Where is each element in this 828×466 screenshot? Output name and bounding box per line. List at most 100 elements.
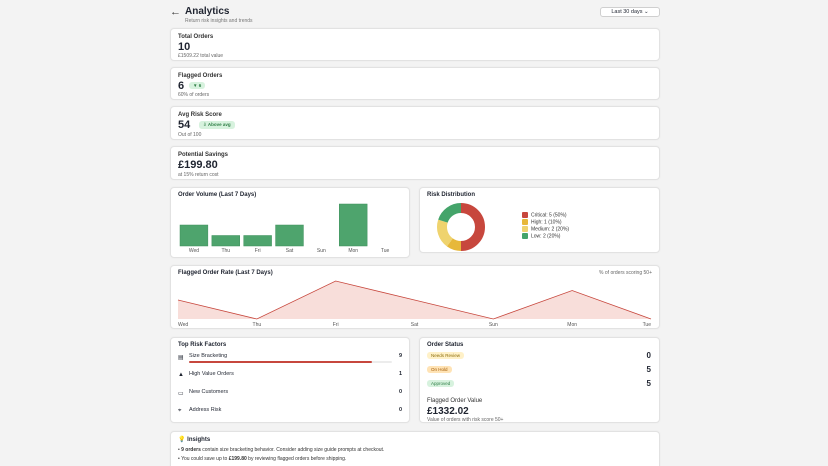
date-range-select[interactable]: Last 30 days ⌄ (600, 7, 660, 17)
legend-item-medium: Medium: 2 (20%) (522, 226, 569, 232)
avg-risk-label: Avg Risk Score (178, 112, 222, 118)
rate-tick-fri: Fri (333, 322, 339, 328)
potential-savings-label: Potential Savings (178, 152, 229, 158)
avg-risk-badge: ⇩ Above avg (199, 121, 235, 129)
risk-factor-count: 9 (398, 353, 402, 359)
order-status-title: Order Status (427, 342, 464, 348)
insight-line-2: • You could save up to £199.80 by review… (178, 456, 347, 462)
risk-factor-count: 0 (398, 389, 402, 395)
flagged-order-value-label: Flagged Order Value (427, 398, 483, 404)
avg-risk-card: Avg Risk Score 54 ⇩ Above avg Out of 100 (170, 106, 660, 140)
value-icon: ▲ (178, 372, 184, 378)
rate-tick-sat: Sat (411, 322, 419, 328)
legend-item-low: Low: 2 (20%) (522, 233, 560, 239)
insight-line-2-text-a: You could save up to (181, 456, 229, 462)
top-risk-factors-card: Top Risk Factors ▤ Size Bracketing 9 ▲ High … (170, 337, 410, 423)
potential-savings-sub: at 15% return cost (178, 172, 219, 178)
legend-swatch (522, 233, 528, 239)
rate-tick-wed: Wed (178, 322, 188, 328)
risk-factor-row: ▭ New Customers 0 (178, 389, 402, 401)
status-count: 5 (646, 365, 651, 374)
status-pill-needs-review: Needs Review (427, 352, 465, 359)
page-title: Analytics (185, 6, 230, 17)
order-status-card: Order Status Needs Review 0 On Hold 5 Approv… (419, 337, 660, 423)
status-count: 0 (646, 351, 651, 360)
flagged-rate-line (177, 280, 652, 320)
risk-factor-row: ⌖ Address Risk 0 (178, 407, 402, 419)
risk-distribution-title: Risk Distribution (427, 192, 476, 198)
avg-risk-sub: Out of 100 (178, 132, 202, 138)
volume-tick-sun: Sun (317, 248, 326, 254)
flagged-orders-badge: ▼ 6 (189, 82, 206, 89)
volume-tick-thu: Thu (221, 248, 230, 254)
volume-tick-sat: Sat (286, 248, 294, 254)
risk-factor-label: Address Risk (189, 407, 222, 413)
new-customer-icon: ▭ (178, 391, 184, 397)
avg-risk-value: 54 (178, 119, 191, 131)
flagged-rate-title: Flagged Order Rate (Last 7 Days) (178, 270, 273, 276)
volume-bar-thu (211, 235, 240, 247)
insights-card: 💡 Insights • 9 orders contain size brack… (170, 431, 660, 466)
risk-factor-label: New Customers (189, 389, 229, 395)
back-arrow-icon[interactable]: ← (170, 6, 181, 18)
legend-swatch (522, 219, 528, 225)
risk-distribution-card: Risk Distribution Critical: 5 (50%) High:… (419, 187, 660, 253)
insight-line-2-bold: £199.80 (228, 456, 247, 462)
rate-tick-sun: Sun (489, 322, 498, 328)
volume-bar-sat (275, 224, 304, 247)
flagged-rate-card: Flagged Order Rate (Last 7 Days) % of or… (170, 265, 660, 329)
volume-bar-mon (339, 203, 368, 247)
risk-factor-count: 0 (398, 407, 402, 413)
donut-slice-critical (460, 203, 485, 251)
status-pill-approved: Approved (427, 380, 455, 387)
order-volume-title: Order Volume (Last 7 Days) (178, 192, 257, 198)
risk-factor-bar-fill (189, 361, 372, 363)
flagged-order-value: £1332.02 (427, 406, 469, 417)
volume-bar-fri (243, 235, 272, 247)
legend-item-high: High: 1 (10%) (522, 219, 562, 225)
page-header: ← Analytics Return risk insights and tre… (170, 6, 660, 26)
volume-bar-wed (179, 224, 209, 247)
status-count: 5 (646, 379, 651, 388)
rate-tick-mon: Mon (567, 322, 577, 328)
rate-tick-thu: Thu (253, 322, 262, 328)
total-orders-card: Total Orders 10 £1509.22 total value (170, 28, 660, 61)
insights-title: Insights (187, 437, 211, 443)
donut-slice-high (446, 238, 462, 251)
legend-label: Medium: 2 (20%) (531, 226, 570, 233)
lightbulb-icon: 💡 (178, 437, 186, 443)
donut-slice-medium (437, 219, 454, 247)
rate-tick-tue: Tue (643, 322, 652, 328)
legend-label: High: 1 (10%) (531, 219, 562, 226)
legend-item-critical: Critical: 5 (50%) (522, 212, 567, 218)
order-volume-chart: Wed Thu Fri Sat Sun Mon Tue (179, 203, 390, 254)
potential-savings-value: £199.80 (178, 159, 218, 171)
risk-factor-row: ▤ Size Bracketing 9 (178, 353, 402, 365)
risk-factor-label: Size Bracketing (189, 353, 228, 359)
volume-tick-mon: Mon (348, 248, 358, 254)
top-risk-factors-title: Top Risk Factors (178, 342, 227, 348)
potential-savings-card: Potential Savings £199.80 at 15% return … (170, 146, 660, 180)
risk-factor-row: ▲ High Value Orders 1 (178, 371, 402, 383)
flagged-orders-value: 6 (178, 80, 185, 92)
flagged-orders-label: Flagged Orders (178, 73, 223, 79)
risk-factor-count: 1 (398, 371, 402, 377)
address-icon: ⌖ (178, 408, 182, 414)
legend-label: Low: 2 (20%) (531, 233, 561, 240)
total-orders-value: 10 (178, 41, 191, 53)
total-orders-sub: £1509.22 total value (178, 53, 224, 59)
volume-tick-tue: Tue (381, 248, 390, 254)
bracket-icon: ▤ (178, 355, 184, 361)
flagged-order-value-sub: Value of orders with risk score 50+ (427, 417, 504, 423)
legend-swatch (522, 212, 528, 218)
date-range-value: Last 30 days (611, 9, 643, 15)
total-orders-label: Total Orders (178, 34, 214, 40)
insight-line-1-bold: 9 orders (181, 447, 201, 453)
flagged-orders-sub: 60% of orders (178, 92, 210, 98)
page-subtitle: Return risk insights and trends (185, 18, 253, 24)
volume-tick-wed: Wed (189, 248, 199, 254)
flagged-orders-card: Flagged Orders 6 ▼ 6 60% of orders (170, 67, 660, 100)
chevron-down-icon: ⌄ (644, 9, 649, 15)
volume-tick-fri: Fri (255, 248, 261, 254)
risk-factor-label: High Value Orders (189, 371, 234, 377)
